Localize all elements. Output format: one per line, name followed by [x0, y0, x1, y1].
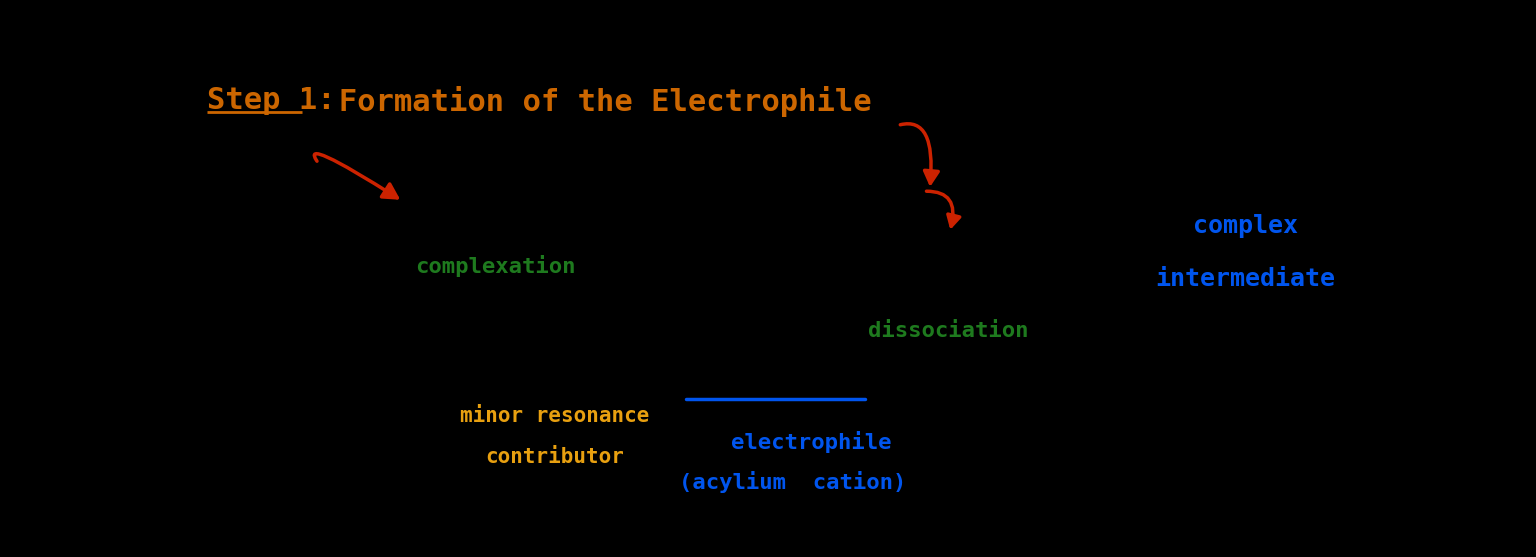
Text: Formation of the Electrophile: Formation of the Electrophile: [301, 86, 871, 117]
Text: Step 1:: Step 1:: [207, 86, 336, 115]
FancyArrowPatch shape: [926, 191, 960, 226]
Text: intermediate: intermediate: [1155, 267, 1335, 291]
Text: electrophile: electrophile: [731, 431, 891, 453]
FancyArrowPatch shape: [315, 154, 398, 198]
Text: complexation: complexation: [415, 255, 576, 277]
Text: complex: complex: [1193, 213, 1298, 237]
Text: contributor: contributor: [485, 447, 625, 467]
Text: dissociation: dissociation: [868, 321, 1028, 341]
Text: minor resonance: minor resonance: [461, 407, 650, 427]
Text: (acylium  cation): (acylium cation): [679, 471, 906, 493]
FancyArrowPatch shape: [900, 124, 938, 183]
